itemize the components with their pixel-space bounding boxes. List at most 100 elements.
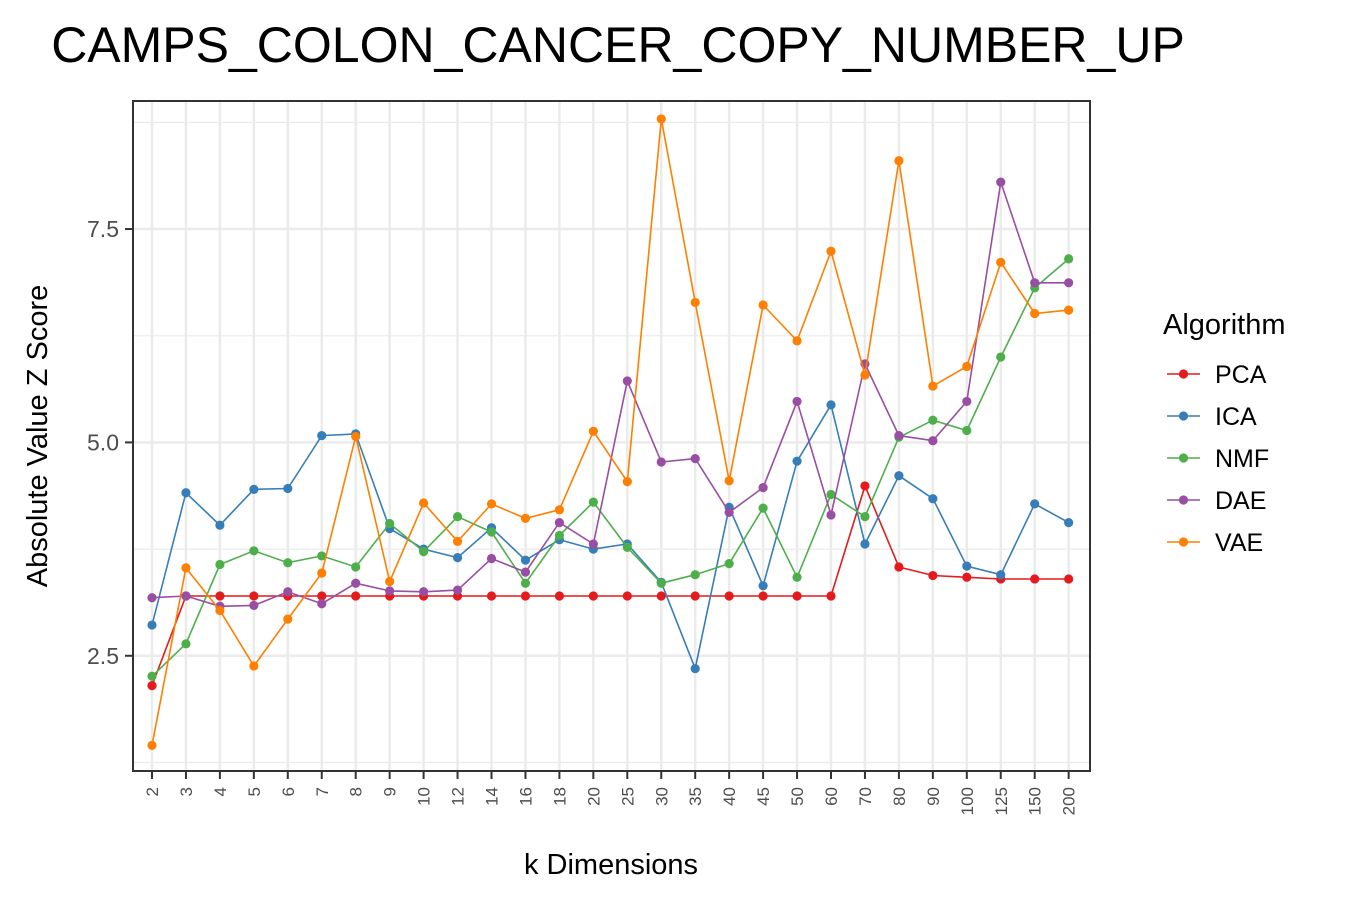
x-tick-label: 8 [347, 787, 366, 796]
data-point-nmf [520, 578, 531, 588]
x-tick-label: 30 [652, 787, 671, 806]
x-tick-label: 6 [279, 787, 298, 796]
data-point-pca [317, 591, 327, 601]
x-tick-label: 16 [516, 787, 535, 806]
data-point-nmf [452, 512, 463, 522]
data-point-pca [622, 591, 632, 601]
data-point-nmf [283, 558, 293, 568]
y-tick-label: 5.0 [87, 429, 119, 455]
y-axis: 2.5 5.0 7.5 [87, 216, 133, 669]
data-point-pca [826, 591, 836, 601]
data-point-dae [520, 567, 531, 577]
data-point-vae [826, 246, 836, 256]
data-point-dae [588, 539, 598, 549]
x-tick-label: 7 [313, 787, 332, 796]
x-tick-label: 80 [890, 787, 909, 806]
data-point-dae [826, 510, 836, 520]
x-tick-label: 2 [143, 787, 162, 796]
data-point-vae [385, 576, 395, 587]
data-point-vae [419, 498, 429, 508]
data-point-vae [758, 300, 768, 310]
x-tick-label: 4 [211, 787, 230, 796]
data-point-nmf [690, 570, 700, 580]
data-point-nmf [385, 518, 395, 529]
data-point-nmf [928, 415, 938, 425]
data-point-nmf [724, 558, 734, 569]
series-nmf [147, 254, 1074, 681]
x-tick-label: 150 [1026, 787, 1045, 815]
data-point-nmf [758, 503, 768, 513]
x-tick-label: 18 [550, 787, 569, 806]
chart-title: CAMPS_COLON_CANCER_COPY_NUMBER_UP [51, 17, 1185, 73]
data-point-pca [690, 591, 700, 601]
data-point-ica [283, 483, 293, 494]
data-point-pca [860, 481, 870, 491]
data-point-pca [520, 591, 531, 601]
data-point-ica [996, 570, 1006, 580]
data-point-dae [317, 599, 327, 609]
data-point-ica [147, 620, 157, 630]
data-point-vae [622, 477, 632, 487]
data-point-pca [758, 591, 768, 601]
data-point-ica [452, 553, 463, 563]
legend-marker-pca [1178, 369, 1189, 379]
legend-label-vae: VAE [1215, 529, 1263, 557]
data-point-nmf [962, 425, 972, 436]
data-point-dae [656, 457, 666, 467]
legend-marker-nmf [1178, 453, 1189, 463]
x-axis-title: k Dimensions [524, 849, 698, 881]
data-point-vae [962, 361, 972, 372]
data-point-pca [724, 591, 734, 601]
y-axis-title: Absolute Value Z Score [22, 285, 54, 588]
data-point-nmf [215, 559, 225, 570]
data-point-ica [690, 663, 700, 674]
data-point-ica [317, 430, 327, 441]
legend-item-nmf: NMF [1167, 445, 1269, 473]
data-point-pca [249, 591, 259, 601]
data-point-pca [792, 591, 802, 601]
data-point-vae [181, 563, 191, 573]
data-point-dae [962, 396, 972, 407]
data-point-dae [1030, 278, 1040, 288]
legend-item-pca: PCA [1167, 361, 1267, 389]
data-point-ica [520, 555, 531, 565]
data-point-pca [928, 570, 938, 581]
x-tick-label: 12 [449, 787, 468, 806]
x-tick-label: 60 [822, 787, 841, 806]
x-tick-label: 70 [856, 787, 875, 806]
data-point-vae [792, 336, 802, 346]
data-point-nmf [792, 572, 802, 582]
data-point-vae [656, 114, 666, 124]
data-point-vae [249, 661, 259, 671]
legend-item-vae: VAE [1167, 529, 1263, 557]
data-point-vae [690, 297, 700, 308]
series-layer [147, 114, 1074, 750]
x-tick-label: 50 [788, 787, 807, 806]
legend-item-ica: ICA [1167, 403, 1257, 431]
data-point-pca [351, 591, 361, 601]
data-point-dae [792, 396, 802, 407]
legend-marker-ica [1178, 411, 1189, 421]
data-point-ica [1064, 518, 1074, 528]
data-point-nmf [826, 489, 836, 500]
data-point-nmf [588, 497, 598, 507]
data-point-vae [894, 156, 904, 166]
x-tick-label: 25 [618, 787, 637, 806]
x-tick-label: 100 [958, 787, 977, 815]
data-point-ica [181, 488, 191, 498]
data-point-nmf [622, 542, 632, 552]
data-point-vae [996, 257, 1006, 267]
legend-title: Algorithm [1163, 309, 1286, 341]
data-point-ica [249, 484, 259, 494]
series-line-dae [151, 181, 1069, 608]
data-point-vae [486, 499, 497, 509]
legend-label-dae: DAE [1215, 487, 1266, 515]
data-point-pca [215, 591, 225, 601]
data-point-ica [826, 400, 836, 410]
x-axis: 2 3 4 5 6 7 8 9 10 12 14 16 18 20 25 30 35 40 45 50 60 70 80 90… [143, 771, 1079, 815]
x-tick-label: 20 [584, 787, 603, 806]
data-point-dae [724, 507, 734, 517]
x-tick-label: 10 [415, 787, 434, 806]
x-tick-label: 14 [483, 787, 502, 806]
